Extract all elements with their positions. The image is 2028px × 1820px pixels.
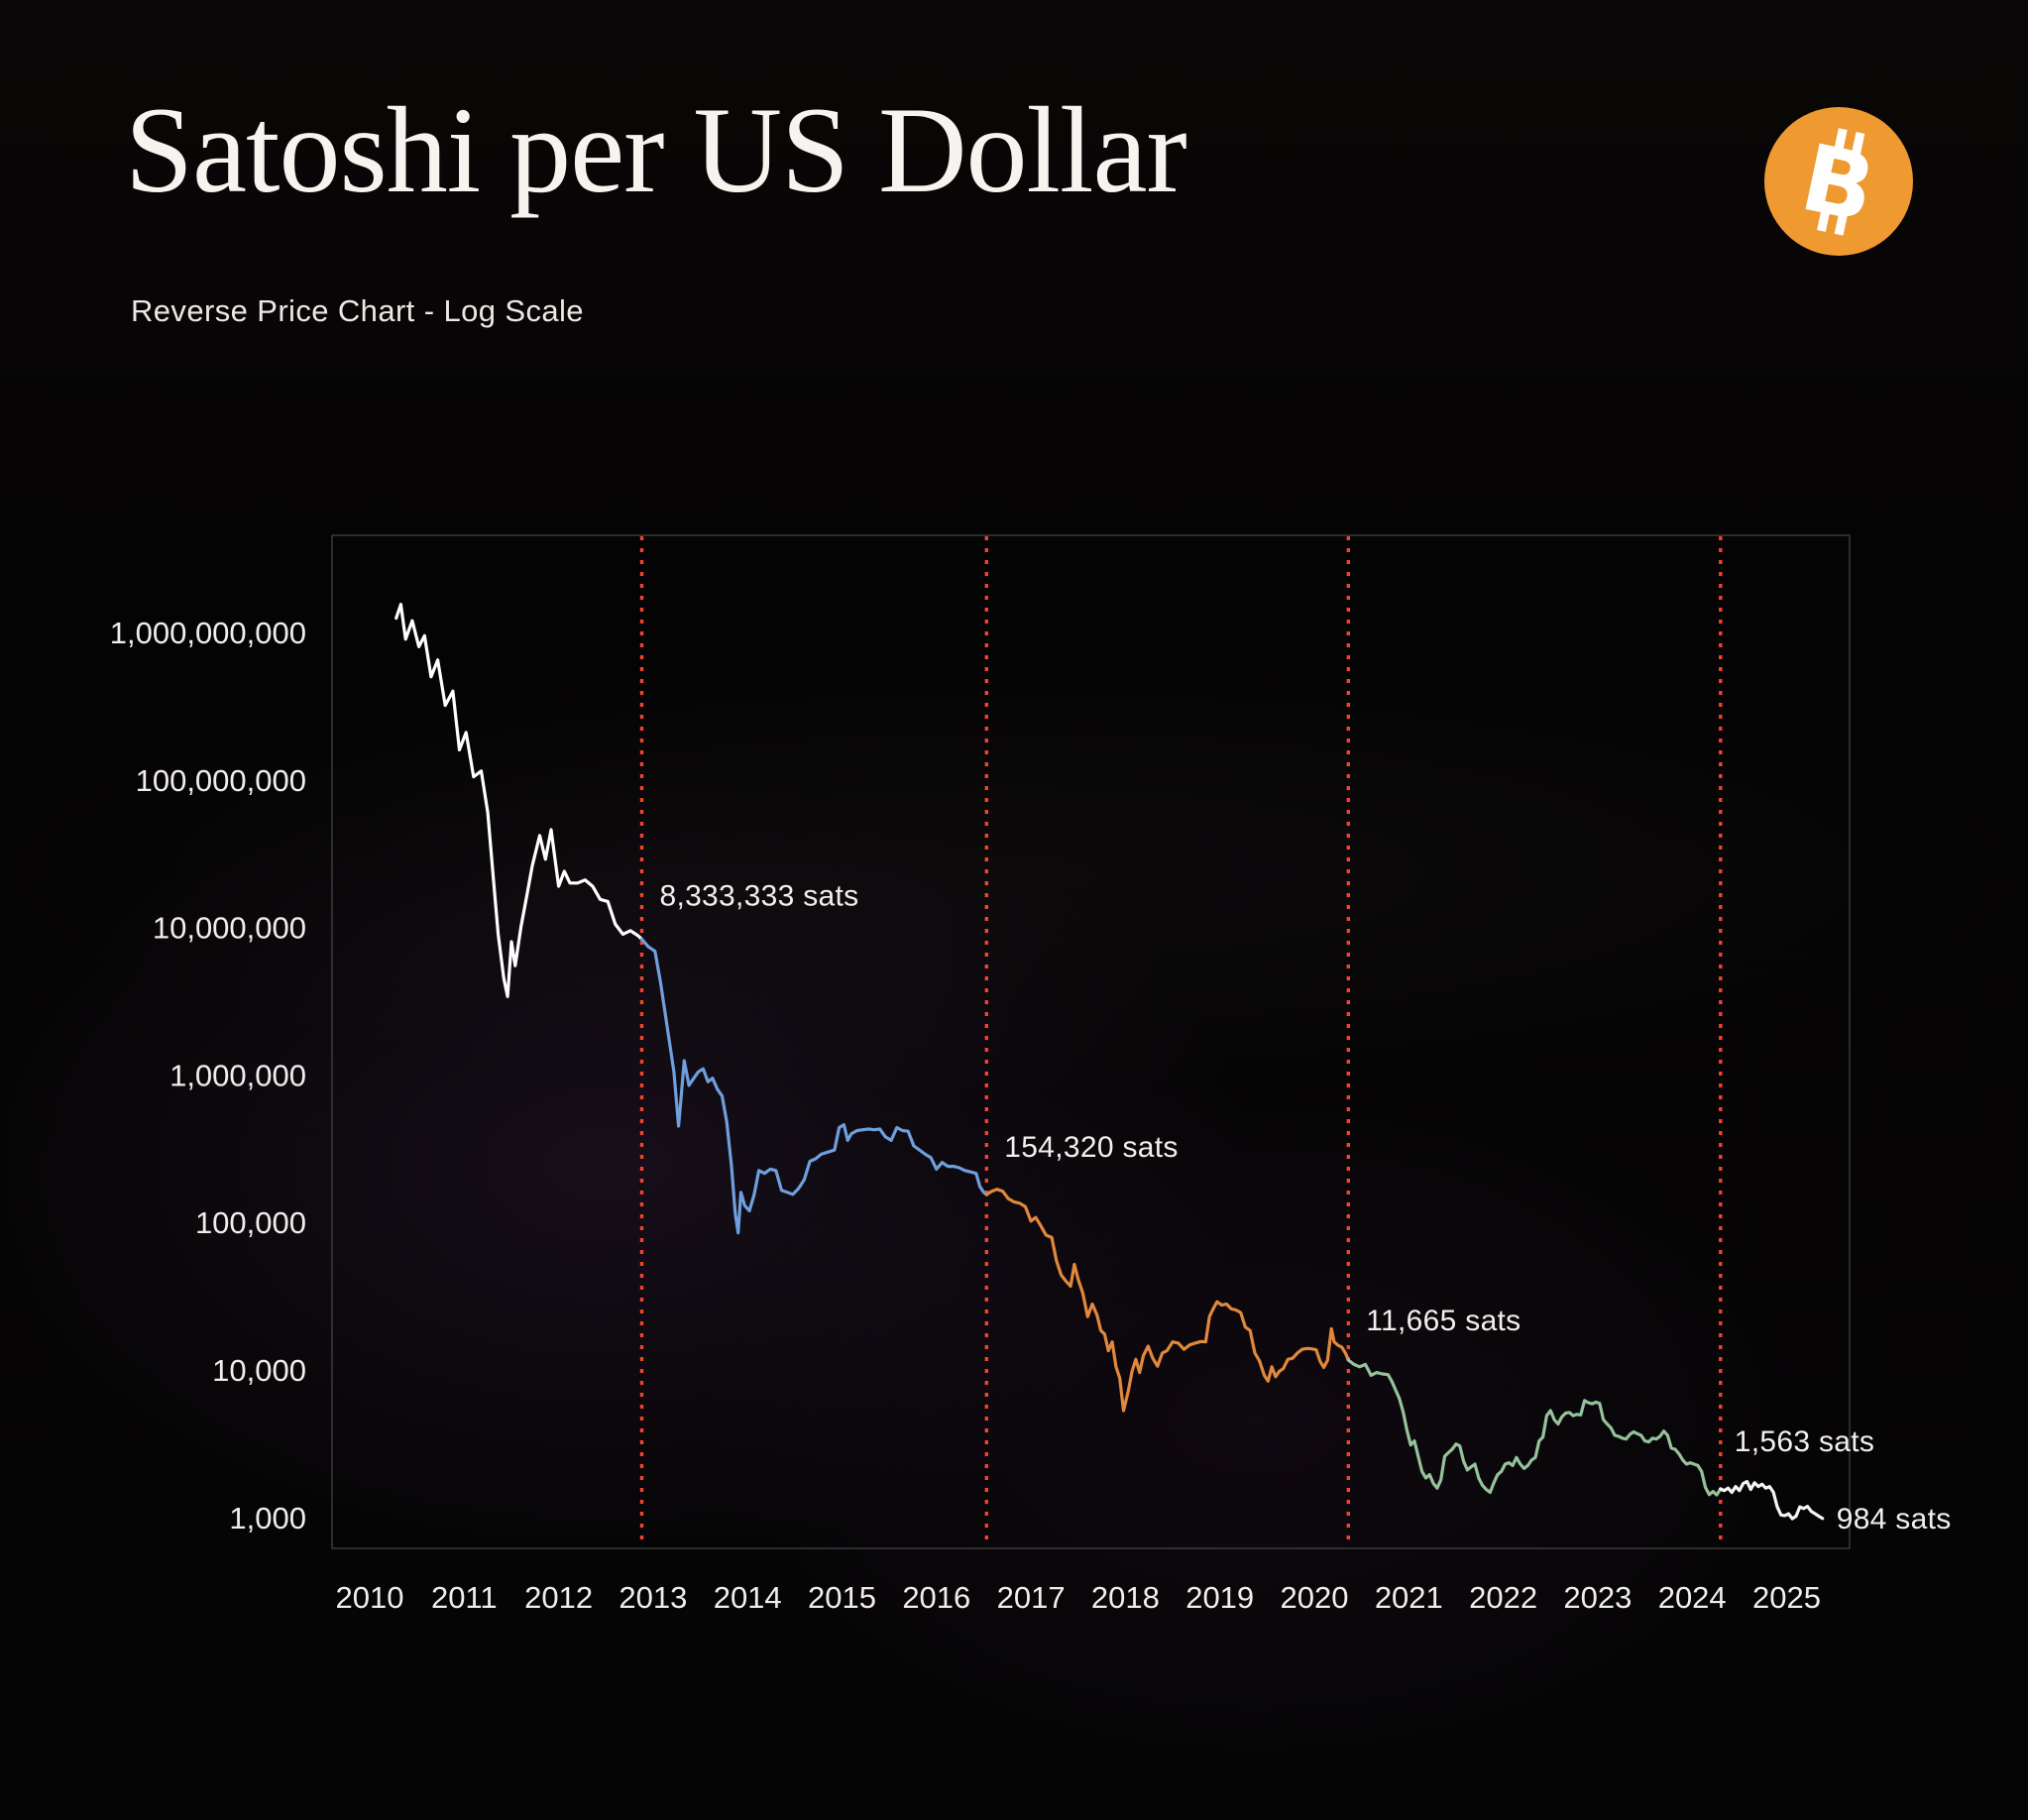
x-tick-label: 2014 [714,1580,782,1615]
price-line-epoch-4-green [1346,1358,1723,1497]
annotation-label: 11,665 sats [1366,1305,1521,1337]
annotation-label: 154,320 sats [1004,1131,1178,1164]
bitcoin-logo: B [1764,107,1913,256]
y-tick-label: 10,000,000 [153,911,306,946]
x-tick-label: 2015 [808,1580,876,1615]
x-tick-label: 2018 [1091,1580,1160,1615]
x-tick-label: 2012 [524,1580,593,1615]
price-line-epoch-1-white [394,603,644,998]
plot-border [331,534,1851,1549]
bitcoin-icon: B [1793,124,1884,243]
x-tick-label: 2022 [1469,1580,1537,1615]
x-tick-label: 2010 [336,1580,404,1615]
y-tick-label: 100,000 [195,1205,306,1240]
x-tick-label: 2013 [619,1580,687,1615]
x-tick-label: 2017 [997,1580,1066,1615]
page-title: Satoshi per US Dollar [125,82,1187,218]
y-tick-label: 1,000 [229,1501,306,1536]
x-tick-label: 2019 [1185,1580,1254,1615]
x-tick-label: 2021 [1375,1580,1443,1615]
y-tick-label: 10,000 [212,1353,306,1388]
x-tick-label: 2011 [431,1580,498,1615]
price-line-epoch-3-orange [984,1188,1350,1413]
x-tick-label: 2023 [1563,1580,1632,1615]
y-tick-label: 100,000,000 [136,763,306,798]
price-line-epoch-5-white [1719,1479,1825,1521]
x-tick-label: 2024 [1658,1580,1727,1615]
x-tick-label: 2025 [1752,1580,1821,1615]
annotation-label: 1,563 sats [1735,1425,1874,1458]
annotation-label: 984 sats [1837,1503,1952,1536]
page-subtitle: Reverse Price Chart - Log Scale [131,293,584,328]
y-tick-label: 1,000,000,000 [110,616,306,650]
x-tick-label: 2016 [902,1580,970,1615]
y-tick-label: 1,000,000 [169,1058,306,1092]
annotation-label: 8,333,333 sats [659,879,858,912]
x-tick-label: 2020 [1281,1580,1349,1615]
price-line-epoch-2-blue [639,937,988,1235]
